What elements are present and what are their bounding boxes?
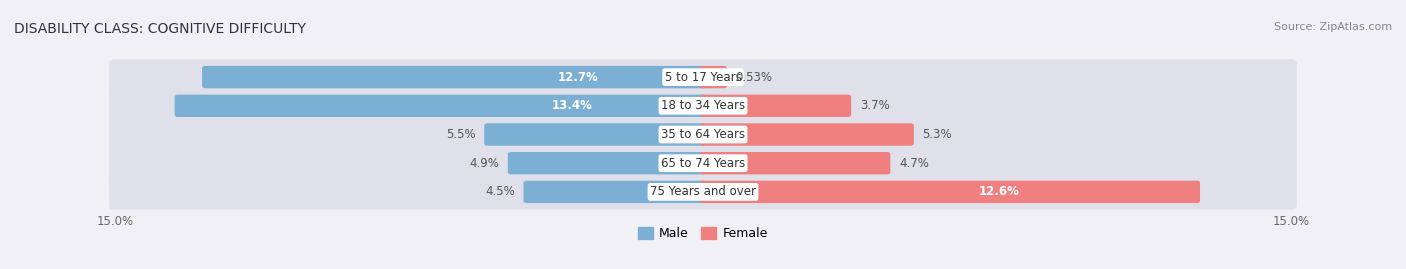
Text: 3.7%: 3.7% <box>860 99 890 112</box>
FancyBboxPatch shape <box>700 95 851 117</box>
FancyBboxPatch shape <box>110 59 1296 95</box>
Text: 15.0%: 15.0% <box>97 215 134 228</box>
FancyBboxPatch shape <box>174 95 706 117</box>
FancyBboxPatch shape <box>110 88 1296 123</box>
Text: 75 Years and over: 75 Years and over <box>650 185 756 198</box>
FancyBboxPatch shape <box>523 181 706 203</box>
Text: 12.6%: 12.6% <box>979 185 1019 198</box>
Text: Source: ZipAtlas.com: Source: ZipAtlas.com <box>1274 22 1392 31</box>
FancyBboxPatch shape <box>110 146 1296 181</box>
FancyBboxPatch shape <box>202 66 706 88</box>
Text: 5.3%: 5.3% <box>922 128 952 141</box>
Text: 0.53%: 0.53% <box>735 71 772 84</box>
Text: DISABILITY CLASS: COGNITIVE DIFFICULTY: DISABILITY CLASS: COGNITIVE DIFFICULTY <box>14 22 307 36</box>
Legend: Male, Female: Male, Female <box>633 222 773 245</box>
Text: 4.9%: 4.9% <box>470 157 499 170</box>
FancyBboxPatch shape <box>700 152 890 174</box>
Text: 4.7%: 4.7% <box>898 157 929 170</box>
Text: 35 to 64 Years: 35 to 64 Years <box>661 128 745 141</box>
Text: 5 to 17 Years: 5 to 17 Years <box>665 71 741 84</box>
Text: 18 to 34 Years: 18 to 34 Years <box>661 99 745 112</box>
Text: 13.4%: 13.4% <box>551 99 592 112</box>
FancyBboxPatch shape <box>700 181 1201 203</box>
FancyBboxPatch shape <box>110 117 1296 152</box>
FancyBboxPatch shape <box>700 66 727 88</box>
Text: 4.5%: 4.5% <box>485 185 515 198</box>
Text: 12.7%: 12.7% <box>558 71 599 84</box>
FancyBboxPatch shape <box>700 123 914 146</box>
FancyBboxPatch shape <box>508 152 706 174</box>
FancyBboxPatch shape <box>110 174 1296 210</box>
FancyBboxPatch shape <box>484 123 706 146</box>
Text: 15.0%: 15.0% <box>1272 215 1309 228</box>
Text: 5.5%: 5.5% <box>446 128 475 141</box>
Text: 65 to 74 Years: 65 to 74 Years <box>661 157 745 170</box>
